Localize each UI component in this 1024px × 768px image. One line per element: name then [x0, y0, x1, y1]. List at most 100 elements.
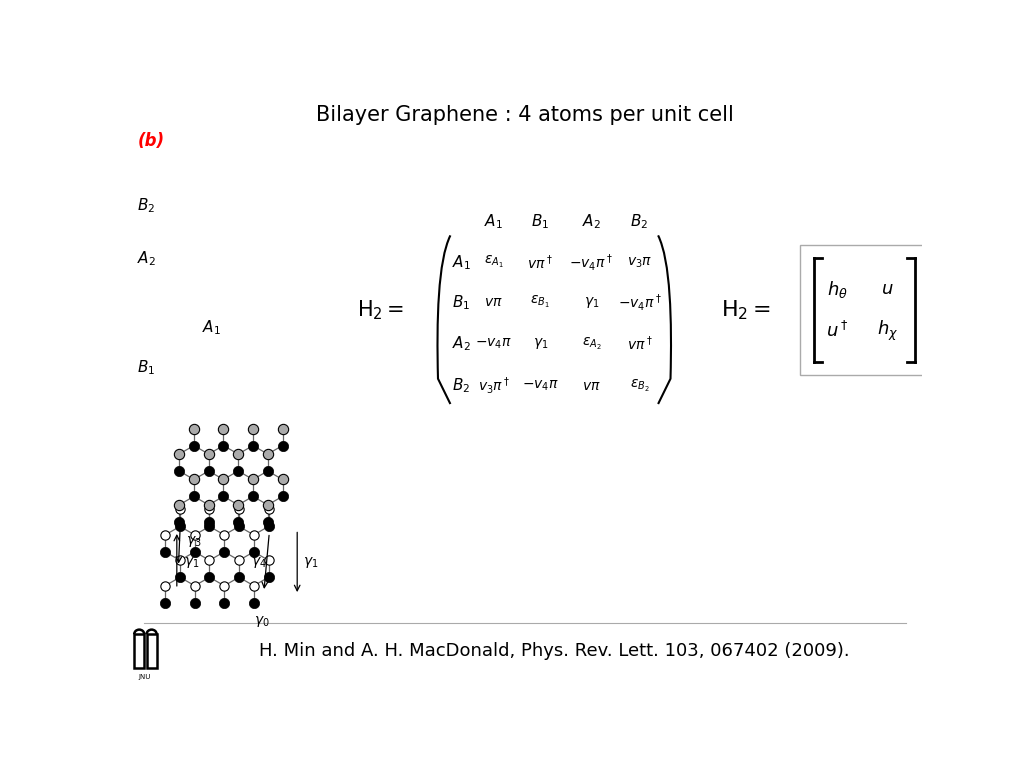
Point — [201, 465, 217, 477]
Point — [216, 597, 232, 609]
Point — [230, 571, 247, 584]
Point — [245, 490, 261, 502]
Point — [186, 546, 203, 558]
Text: $v_3\pi^\dagger$: $v_3\pi^\dagger$ — [477, 375, 510, 396]
Point — [171, 498, 187, 511]
Point — [185, 439, 202, 452]
Text: $v\pi^\dagger$: $v\pi^\dagger$ — [627, 335, 652, 353]
Point — [157, 546, 173, 558]
Text: $B_2$: $B_2$ — [453, 376, 470, 395]
Text: $\gamma_1$: $\gamma_1$ — [532, 336, 548, 352]
Point — [186, 528, 203, 541]
Text: (b): (b) — [137, 131, 165, 150]
Text: $h_\chi$: $h_\chi$ — [877, 319, 898, 343]
Text: $\gamma_0$: $\gamma_0$ — [254, 614, 269, 630]
Point — [202, 554, 218, 567]
Point — [202, 571, 218, 584]
FancyBboxPatch shape — [146, 634, 157, 668]
Text: $\varepsilon_{B_1}$: $\varepsilon_{B_1}$ — [530, 294, 550, 310]
Point — [186, 580, 203, 592]
Point — [274, 473, 291, 485]
Point — [171, 465, 187, 477]
Point — [260, 503, 276, 515]
Point — [215, 490, 231, 502]
Text: $A_2$: $A_2$ — [582, 212, 601, 231]
Text: JNU: JNU — [138, 674, 151, 680]
Point — [246, 597, 262, 609]
Text: $-v_4\pi$: $-v_4\pi$ — [475, 336, 512, 351]
Text: $\varepsilon_{B_2}$: $\varepsilon_{B_2}$ — [630, 378, 649, 393]
Point — [171, 448, 187, 460]
Point — [216, 528, 232, 541]
Point — [201, 515, 217, 528]
Text: $\varepsilon_{A_1}$: $\varepsilon_{A_1}$ — [484, 254, 504, 270]
Point — [230, 515, 247, 528]
Point — [230, 448, 247, 460]
Point — [260, 554, 276, 567]
Text: $h_\theta$: $h_\theta$ — [826, 279, 848, 300]
Text: $v_3\pi$: $v_3\pi$ — [627, 255, 652, 270]
Text: $\gamma_1$: $\gamma_1$ — [303, 554, 318, 570]
Text: $B_1$: $B_1$ — [137, 359, 156, 377]
Point — [157, 580, 173, 592]
Text: $A_2$: $A_2$ — [452, 335, 471, 353]
Text: $\gamma_1$: $\gamma_1$ — [584, 295, 599, 310]
Text: $-v_4\pi$: $-v_4\pi$ — [522, 379, 559, 392]
Text: $u^\dagger$: $u^\dagger$ — [825, 321, 849, 341]
Text: $\gamma_3$: $\gamma_3$ — [185, 534, 202, 548]
Text: $-v_4\pi^\dagger$: $-v_4\pi^\dagger$ — [617, 292, 662, 313]
Point — [259, 448, 275, 460]
Point — [274, 422, 291, 435]
Point — [185, 490, 202, 502]
Point — [274, 439, 291, 452]
Point — [172, 554, 188, 567]
Text: $A_1$: $A_1$ — [202, 319, 221, 337]
Point — [185, 422, 202, 435]
Text: $v\pi$: $v\pi$ — [582, 379, 601, 392]
Point — [215, 439, 231, 452]
Point — [202, 520, 218, 532]
Text: $\varepsilon_{A_2}$: $\varepsilon_{A_2}$ — [582, 336, 601, 352]
Point — [202, 503, 218, 515]
Point — [245, 439, 261, 452]
Point — [260, 571, 276, 584]
Point — [259, 498, 275, 511]
Text: $\gamma_4$: $\gamma_4$ — [251, 554, 266, 570]
Point — [245, 422, 261, 435]
FancyBboxPatch shape — [810, 257, 921, 364]
Text: H. Min and A. H. MacDonald, Phys. Rev. Lett. 103, 067402 (2009).: H. Min and A. H. MacDonald, Phys. Rev. L… — [259, 642, 850, 660]
Point — [216, 546, 232, 558]
Point — [157, 528, 173, 541]
Point — [246, 546, 262, 558]
Point — [185, 473, 202, 485]
Text: $v\pi$: $v\pi$ — [484, 296, 503, 310]
Text: $B_1$: $B_1$ — [531, 212, 550, 231]
Point — [259, 465, 275, 477]
Text: $A_2$: $A_2$ — [137, 249, 157, 268]
Point — [172, 520, 188, 532]
Point — [215, 473, 231, 485]
Point — [171, 515, 187, 528]
Text: $\gamma_1$: $\gamma_1$ — [183, 554, 200, 570]
Point — [157, 597, 173, 609]
Point — [246, 528, 262, 541]
Text: $\mathrm{H}_2 =$: $\mathrm{H}_2 =$ — [356, 298, 403, 322]
Point — [216, 580, 232, 592]
Point — [230, 503, 247, 515]
Text: $u$: $u$ — [882, 280, 894, 298]
Text: $A_1$: $A_1$ — [452, 253, 471, 272]
Text: $B_1$: $B_1$ — [453, 293, 470, 312]
Point — [230, 520, 247, 532]
Text: $-v_4\pi^\dagger$: $-v_4\pi^\dagger$ — [569, 252, 613, 273]
Point — [215, 422, 231, 435]
Point — [259, 515, 275, 528]
Point — [230, 498, 247, 511]
Text: $\mathrm{H}_2 =$: $\mathrm{H}_2 =$ — [721, 298, 771, 322]
Point — [201, 498, 217, 511]
Point — [245, 473, 261, 485]
Point — [230, 554, 247, 567]
Point — [246, 580, 262, 592]
Point — [201, 448, 217, 460]
Point — [230, 465, 247, 477]
Text: $B_2$: $B_2$ — [631, 212, 648, 231]
